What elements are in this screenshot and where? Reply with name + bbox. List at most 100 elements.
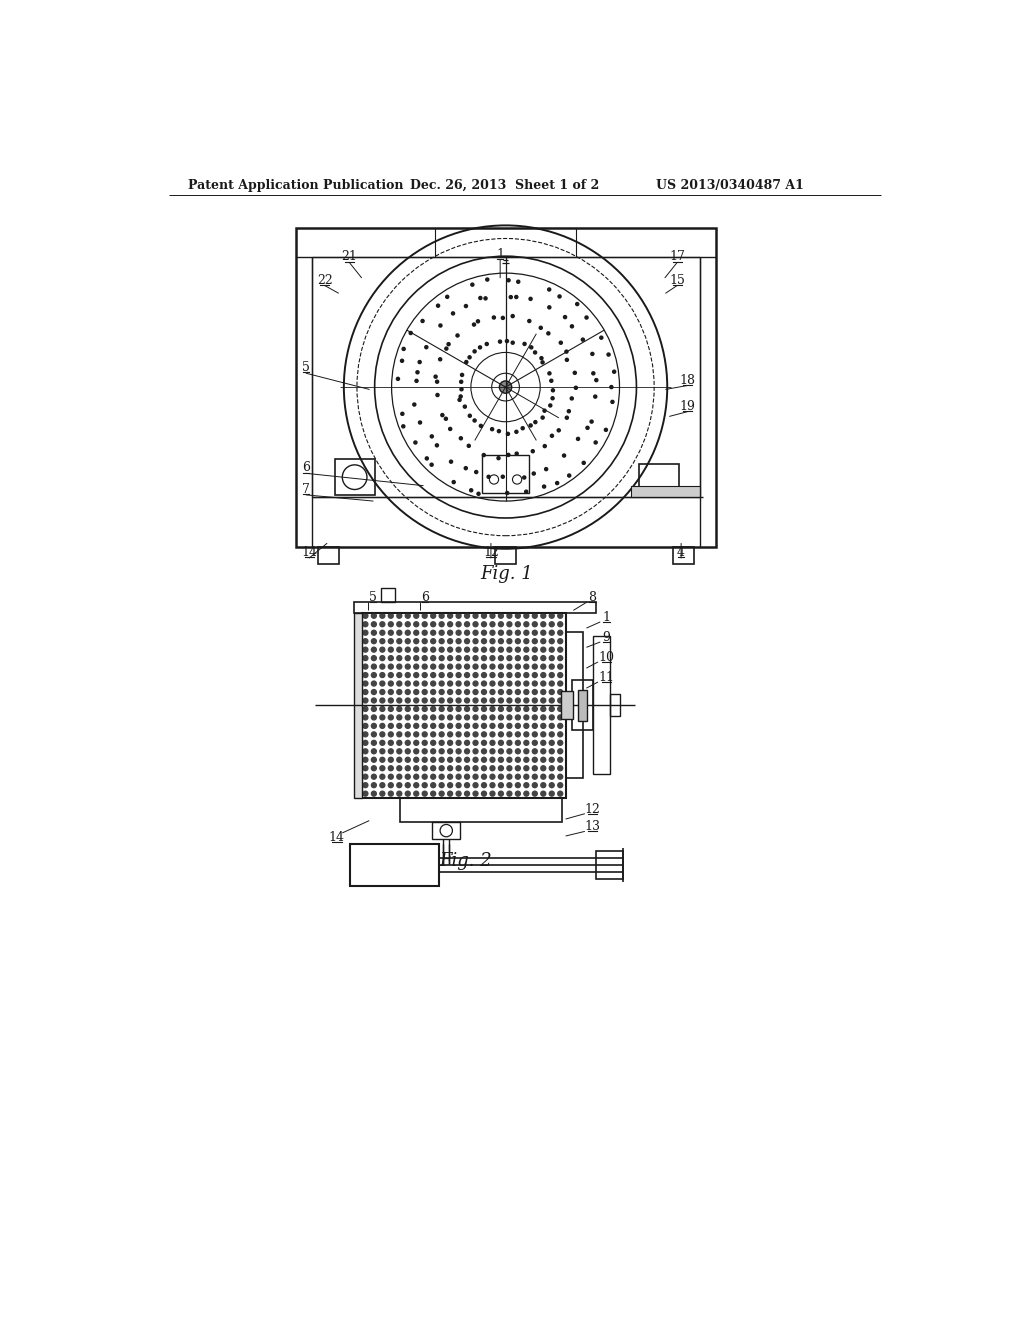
Circle shape (397, 698, 401, 704)
Circle shape (549, 731, 554, 737)
Circle shape (592, 372, 595, 375)
Circle shape (499, 656, 504, 660)
Circle shape (431, 775, 435, 779)
Circle shape (490, 639, 495, 644)
Circle shape (481, 639, 486, 644)
Circle shape (456, 791, 461, 796)
Circle shape (406, 715, 411, 719)
Circle shape (534, 421, 537, 424)
Circle shape (481, 731, 486, 737)
Circle shape (524, 647, 528, 652)
Circle shape (439, 614, 444, 618)
Circle shape (481, 783, 486, 788)
Circle shape (524, 490, 527, 494)
Circle shape (473, 783, 478, 788)
Circle shape (362, 715, 368, 719)
Circle shape (406, 783, 411, 788)
Circle shape (507, 758, 512, 762)
Circle shape (465, 630, 470, 635)
Circle shape (414, 664, 419, 669)
Circle shape (524, 748, 528, 754)
Circle shape (447, 343, 451, 346)
Circle shape (543, 445, 546, 447)
Circle shape (406, 630, 411, 635)
Circle shape (362, 766, 368, 771)
Circle shape (468, 356, 471, 359)
Bar (400, 797, 562, 822)
Circle shape (507, 731, 512, 737)
Circle shape (549, 706, 554, 711)
Circle shape (430, 434, 433, 438)
Circle shape (421, 319, 424, 322)
Circle shape (499, 748, 504, 754)
Circle shape (490, 630, 495, 635)
Circle shape (507, 698, 512, 704)
Circle shape (517, 280, 520, 284)
Circle shape (362, 656, 368, 660)
Circle shape (511, 314, 514, 318)
Circle shape (499, 689, 504, 694)
Circle shape (439, 323, 442, 327)
Circle shape (431, 766, 435, 771)
Circle shape (541, 748, 546, 754)
Circle shape (456, 681, 461, 686)
Circle shape (481, 614, 486, 618)
Circle shape (388, 698, 393, 704)
Circle shape (558, 656, 562, 660)
Circle shape (362, 791, 368, 796)
Circle shape (490, 622, 495, 627)
Circle shape (431, 783, 435, 788)
Circle shape (388, 639, 393, 644)
Circle shape (439, 689, 444, 694)
Circle shape (532, 715, 538, 719)
Circle shape (414, 741, 419, 746)
Circle shape (499, 664, 504, 669)
Circle shape (431, 630, 435, 635)
Circle shape (499, 715, 504, 719)
Circle shape (532, 647, 538, 652)
Circle shape (422, 664, 427, 669)
Circle shape (515, 639, 520, 644)
Circle shape (425, 346, 428, 348)
Circle shape (439, 775, 444, 779)
Circle shape (447, 664, 453, 669)
Circle shape (406, 647, 411, 652)
Circle shape (397, 639, 401, 644)
Circle shape (406, 766, 411, 771)
Circle shape (532, 741, 538, 746)
Text: 13: 13 (585, 820, 600, 833)
Circle shape (558, 748, 562, 754)
Circle shape (422, 639, 427, 644)
Circle shape (507, 656, 512, 660)
Circle shape (541, 731, 546, 737)
Circle shape (499, 775, 504, 779)
Circle shape (473, 630, 478, 635)
Circle shape (456, 614, 461, 618)
Text: 19: 19 (679, 400, 695, 413)
Circle shape (515, 614, 520, 618)
Circle shape (493, 315, 496, 319)
Circle shape (558, 766, 562, 771)
Circle shape (481, 656, 486, 660)
Circle shape (422, 614, 427, 618)
Circle shape (515, 748, 520, 754)
Circle shape (541, 656, 546, 660)
Circle shape (414, 715, 419, 719)
Circle shape (380, 783, 385, 788)
Circle shape (558, 698, 562, 704)
Circle shape (610, 385, 613, 388)
Circle shape (362, 741, 368, 746)
Circle shape (397, 706, 401, 711)
Circle shape (473, 350, 476, 352)
Circle shape (388, 758, 393, 762)
Circle shape (439, 622, 444, 627)
Circle shape (547, 331, 550, 335)
Circle shape (456, 647, 461, 652)
Circle shape (507, 775, 512, 779)
Circle shape (541, 741, 546, 746)
Circle shape (463, 405, 466, 408)
Circle shape (532, 664, 538, 669)
Circle shape (362, 731, 368, 737)
Circle shape (507, 723, 512, 729)
Circle shape (532, 706, 538, 711)
